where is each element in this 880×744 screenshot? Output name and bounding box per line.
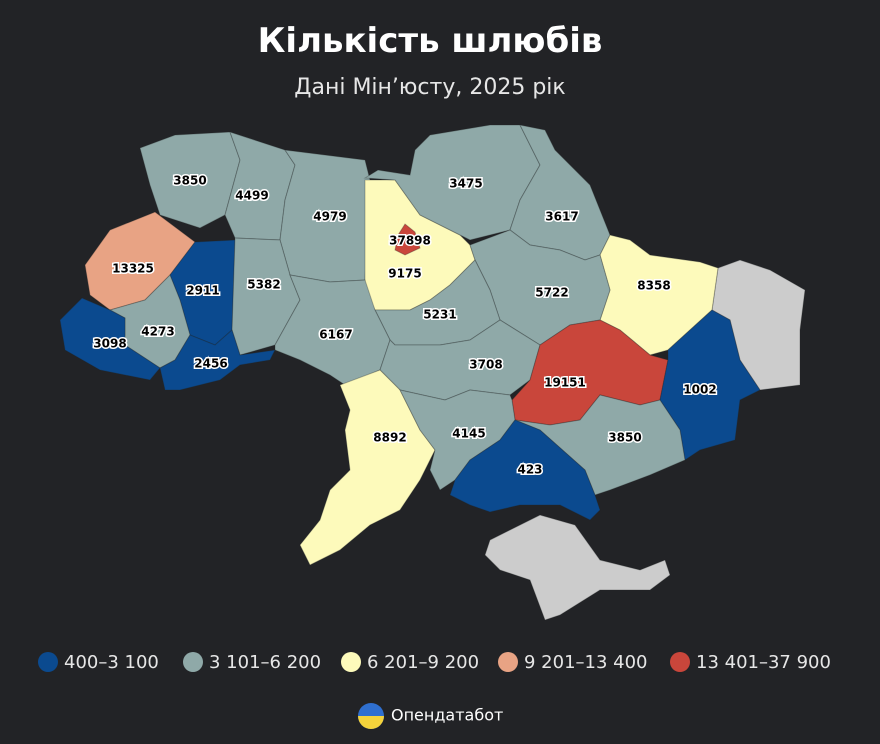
legend-label: 6 201–9 200 [367,652,479,673]
region-value: 6167 [319,328,352,342]
region-value: 3850 [173,174,206,188]
regions [59,124,761,566]
region-value: 4273 [141,325,174,339]
region-value: 13325 [112,262,154,276]
legend-swatch [498,652,518,672]
region-value: 8358 [637,279,670,293]
region-value: 4499 [235,189,268,203]
legend-label: 3 101–6 200 [209,652,321,673]
region-value: 3475 [449,177,482,191]
region [469,229,611,346]
legend-swatch [183,652,203,672]
legend-swatch [670,652,690,672]
region-value: 37898 [389,234,431,248]
region-value: 3708 [469,358,502,372]
region [514,394,686,496]
region [59,297,161,381]
legend-label: 13 401–37 900 [696,652,831,673]
crimea [484,514,671,621]
title: Кількість шлюбів [258,21,603,61]
region [394,223,421,256]
region-value: 9175 [388,267,421,281]
logo-half [358,716,384,729]
legend-swatch [38,652,58,672]
region-value: 5722 [535,286,568,300]
region [449,419,601,521]
subtitle: Дані Мін’юсту, 2025 рік [294,75,565,100]
region-value: 4979 [313,210,346,224]
region-value: 3617 [545,210,578,224]
legend-label: 9 201–13 400 [524,652,648,673]
region-value: 2911 [186,284,219,298]
region-value: 3850 [608,431,641,445]
region-value: 8892 [373,431,406,445]
legend-swatch [341,652,361,672]
region [159,329,276,391]
region-value: 1002 [683,383,716,397]
legend-label: 400–3 100 [64,652,159,673]
region-value: 5231 [423,308,456,322]
source: Опендатабот [391,706,503,725]
region-value: 423 [517,463,542,477]
region-value: 5382 [247,278,280,292]
occupied-region [711,259,806,391]
region-value: 4145 [452,427,485,441]
region-value: 19151 [544,376,586,390]
region-labels: 3850 4499 4979 37898 9175 3475 3617 13325 2911 53… [92,172,718,478]
legend: 400–3 100 3 101–6 200 6 201–9 200 9 201–13 … [38,652,831,673]
region-value: 3098 [93,337,126,351]
region-value: 2456 [194,357,227,371]
